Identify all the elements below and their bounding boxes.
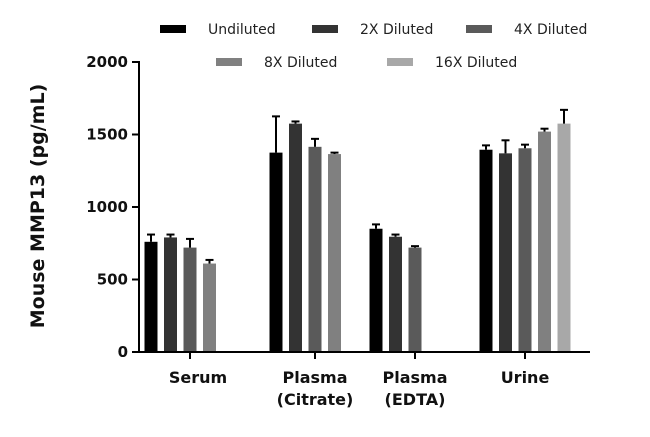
y-axis-label: Mouse MMP13 (pg/mL) bbox=[27, 84, 49, 329]
legend-item: Undiluted bbox=[160, 22, 276, 38]
bar bbox=[408, 247, 422, 352]
x-axis: Serum Plasma (Citrate) Plasma (EDTA) Urine bbox=[138, 351, 590, 409]
bar bbox=[144, 241, 158, 352]
legend-item: 2X Diluted bbox=[312, 22, 433, 38]
y-tick-label: 1000 bbox=[86, 198, 128, 216]
bar bbox=[518, 148, 532, 352]
bar bbox=[269, 152, 283, 352]
legend-label: 4X Diluted bbox=[514, 22, 587, 38]
legend-item: 4X Diluted bbox=[466, 22, 587, 38]
legend: Undiluted 2X Diluted 4X Diluted 8X Diluted 1… bbox=[160, 22, 587, 71]
legend-swatch bbox=[160, 25, 186, 33]
y-tick-label: 0 bbox=[118, 343, 128, 361]
legend-swatch bbox=[216, 58, 242, 66]
bar bbox=[389, 236, 402, 352]
legend-label: Undiluted bbox=[208, 22, 276, 38]
legend-swatch bbox=[466, 25, 492, 33]
x-tick-label: Urine bbox=[501, 368, 550, 387]
x-tick-label: (Citrate) bbox=[277, 390, 354, 409]
x-tick-label: Plasma bbox=[283, 368, 348, 387]
bar bbox=[328, 154, 341, 352]
legend-label: 16X Diluted bbox=[435, 55, 517, 71]
x-tick-label: Plasma bbox=[383, 368, 448, 387]
x-tick-label: (EDTA) bbox=[385, 390, 446, 409]
legend-swatch bbox=[312, 25, 338, 33]
bar bbox=[499, 153, 512, 352]
bar bbox=[369, 228, 383, 352]
x-tick-label: Serum bbox=[169, 368, 227, 387]
bar bbox=[308, 146, 322, 352]
legend-label: 2X Diluted bbox=[360, 22, 433, 38]
bar bbox=[183, 247, 197, 352]
bar bbox=[289, 123, 302, 352]
y-tick-label: 1500 bbox=[86, 126, 128, 144]
bar bbox=[479, 149, 493, 352]
plot-area bbox=[144, 108, 571, 352]
bar bbox=[557, 123, 571, 352]
legend-item: 16X Diluted bbox=[387, 55, 517, 71]
bar bbox=[203, 263, 216, 352]
bar bbox=[164, 237, 177, 352]
y-axis: 0 500 1000 1500 2000 bbox=[86, 53, 140, 361]
legend-label: 8X Diluted bbox=[264, 55, 337, 71]
y-tick-label: 500 bbox=[97, 271, 128, 289]
legend-swatch bbox=[387, 58, 413, 66]
legend-item: 8X Diluted bbox=[216, 55, 337, 71]
y-tick-label: 2000 bbox=[86, 53, 128, 71]
bar bbox=[538, 131, 551, 352]
